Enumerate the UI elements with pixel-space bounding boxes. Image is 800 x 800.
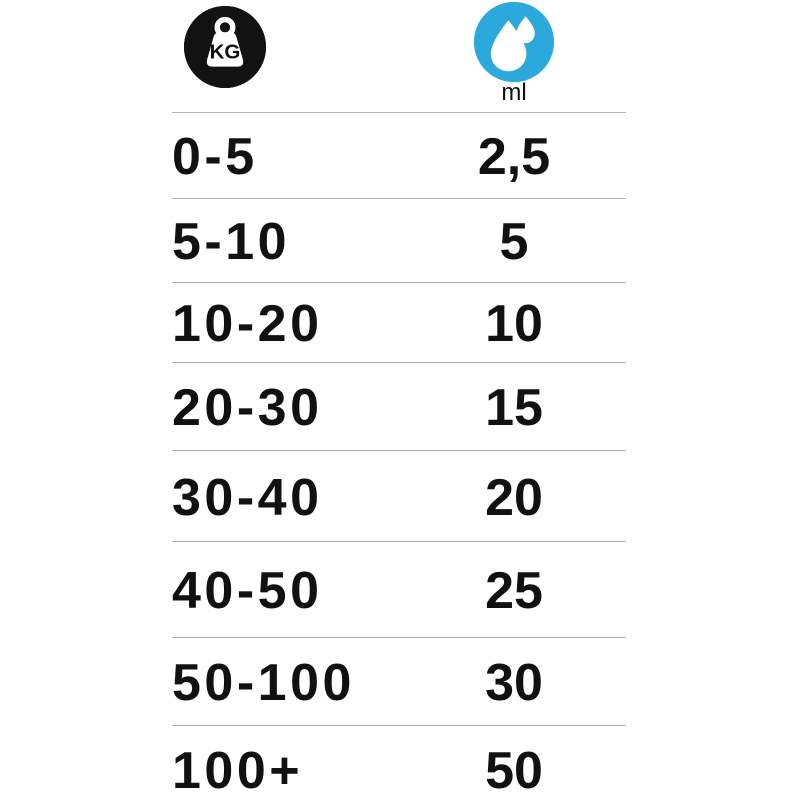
svg-text:KG: KG <box>210 40 241 63</box>
